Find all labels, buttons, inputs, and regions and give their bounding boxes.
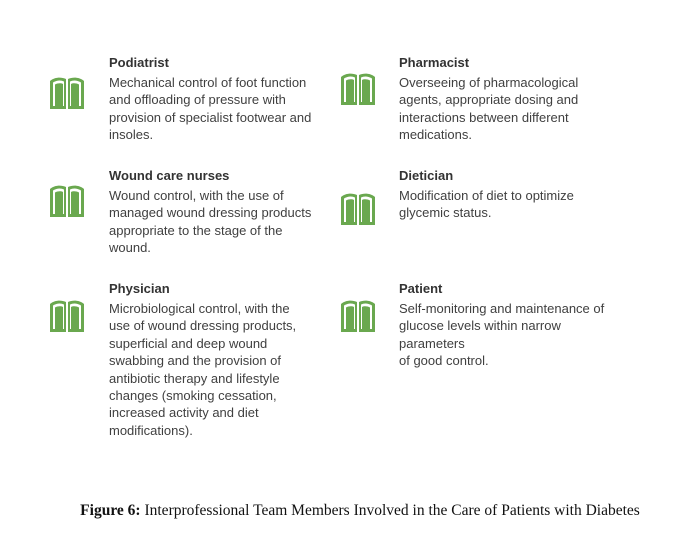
description-line: Self-monitoring and maintenance of (399, 301, 605, 316)
member-title: Podiatrist (109, 55, 169, 70)
description-line: glycemic status. (399, 205, 492, 221)
description-line: appropriate to the stage of the (109, 222, 283, 238)
description-line: managed wound dressing products (109, 205, 312, 221)
member-title: Physician (109, 281, 170, 296)
figure-caption: Figure 6: Interprofessional Team Members… (60, 501, 660, 521)
description-line: wound. (109, 240, 151, 256)
member-title: Dietician (399, 168, 454, 183)
description-line: use of wound dressing products, (109, 318, 297, 334)
description-line: swabbing and the provision of (109, 353, 282, 369)
description-line: agents, appropriate dosing and (399, 92, 579, 108)
open-book-icon (340, 72, 376, 106)
description-line: provision of specialist footwear and (109, 109, 312, 125)
member-title: Pharmacist (399, 55, 470, 70)
member-description: Mechanical control of foot function and … (109, 74, 311, 144)
open-book-icon (340, 299, 376, 333)
member-title: Patient (399, 281, 443, 296)
description-line: Wound control, with the use of (109, 188, 284, 203)
description-line: and offloading of pressure with (109, 92, 286, 108)
description-line: increased activity and diet (109, 405, 259, 421)
description-line: Microbiological control, with the (109, 301, 290, 316)
description-line: glucose levels within narrow (399, 318, 561, 334)
member-description: Overseeing of pharmacological agents, ap… (399, 74, 578, 144)
open-book-icon (49, 76, 85, 110)
open-book-icon (340, 192, 376, 226)
description-line: Overseeing of pharmacological (399, 75, 579, 90)
description-line: interactions between different (399, 109, 569, 125)
open-book-icon (49, 299, 85, 333)
member-description: Self-monitoring and maintenance of gluco… (399, 300, 604, 370)
member-description: Modification of diet to optimize glycemi… (399, 187, 574, 222)
figure-caption-text: Interprofessional Team Members Involved … (144, 502, 640, 519)
member-description: Microbiological control, with the use of… (109, 300, 296, 439)
description-line: insoles. (109, 127, 154, 143)
description-line: modifications). (109, 422, 193, 438)
member-description: Wound control, with the use of managed w… (109, 187, 311, 257)
description-line: Mechanical control of foot function (109, 75, 307, 90)
member-title: Wound care nurses (109, 168, 230, 183)
description-line: changes (smoking cessation, (109, 388, 277, 404)
description-line: of good control. (399, 353, 489, 369)
figure-label: Figure 6: (80, 502, 141, 519)
description-line: antibiotic therapy and lifestyle (109, 370, 280, 386)
description-line: superficial and deep wound (109, 335, 268, 351)
open-book-icon (49, 184, 85, 218)
description-line: Modification of diet to optimize (399, 188, 574, 203)
description-line: parameters (399, 335, 465, 351)
description-line: medications. (399, 127, 472, 143)
